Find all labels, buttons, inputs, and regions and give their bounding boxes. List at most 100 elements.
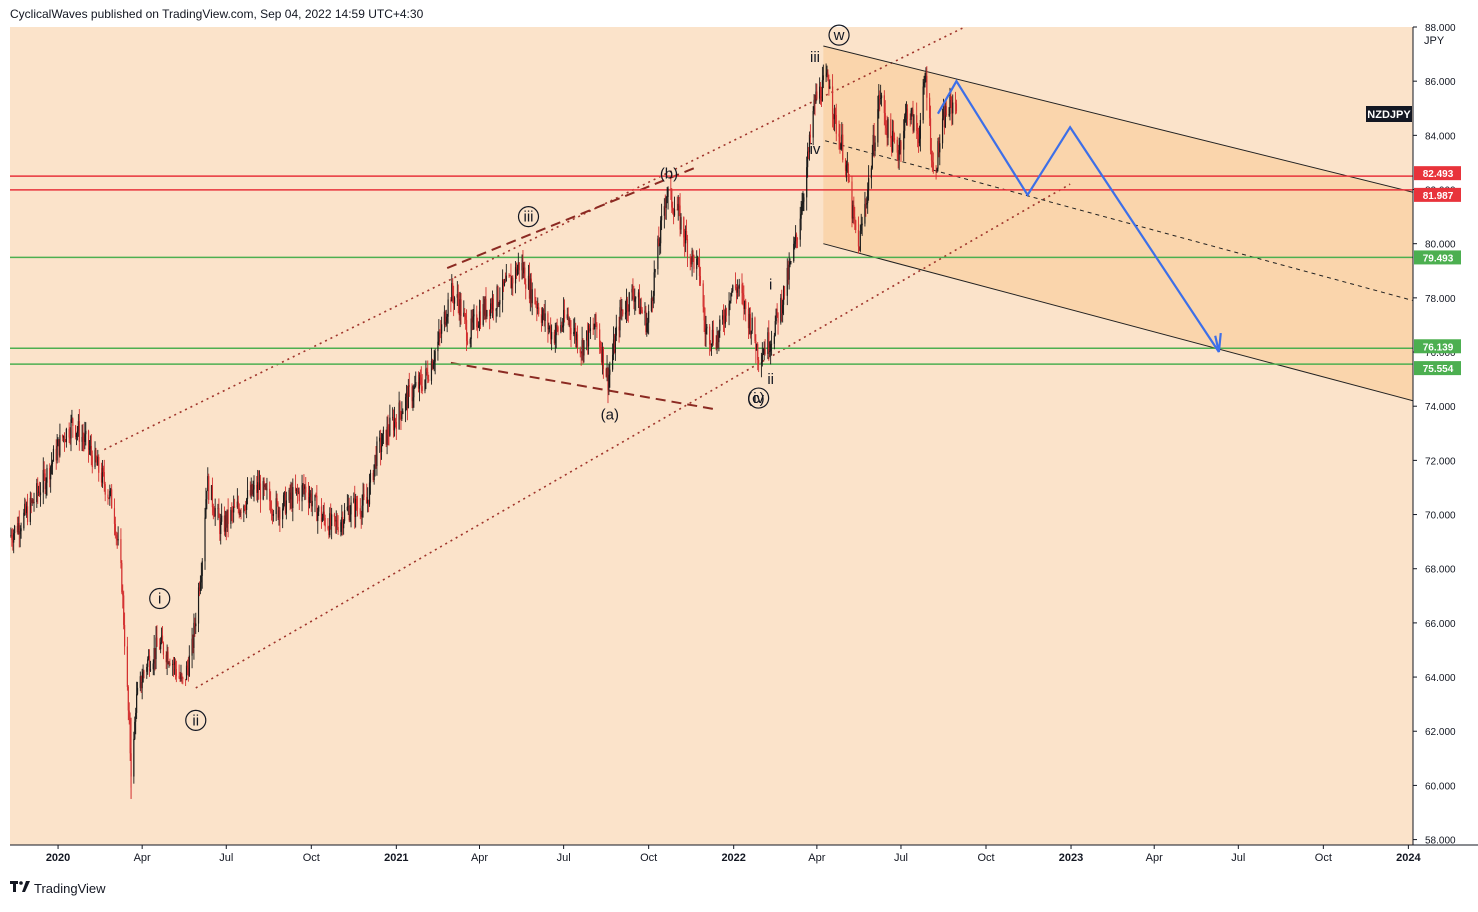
candle[interactable] [393,406,396,437]
candle[interactable] [210,485,213,501]
candle[interactable] [407,378,409,409]
candle[interactable] [854,206,856,230]
candle[interactable] [463,300,465,318]
candle[interactable] [518,262,520,282]
candle[interactable] [114,516,116,539]
candle[interactable] [82,423,84,452]
candle[interactable] [69,427,71,445]
candle[interactable] [309,490,311,504]
candle[interactable] [637,289,640,309]
candle[interactable] [660,203,663,231]
candle[interactable] [945,98,947,117]
candle[interactable] [38,481,41,497]
candle[interactable] [398,391,400,430]
candle[interactable] [446,313,448,333]
candle[interactable] [395,414,397,440]
candle[interactable] [679,193,681,237]
candle[interactable] [622,309,624,317]
candle[interactable] [205,487,207,519]
candle[interactable] [615,314,617,342]
candle[interactable] [684,228,686,257]
candle[interactable] [696,250,698,280]
candle[interactable] [479,300,482,330]
candle[interactable] [208,473,210,504]
candle[interactable] [671,188,673,213]
candle[interactable] [731,288,733,297]
candle[interactable] [90,434,92,466]
candle[interactable] [477,317,479,339]
candle[interactable] [770,340,772,365]
candle[interactable] [809,124,811,145]
candle[interactable] [37,477,39,504]
candle[interactable] [924,72,926,88]
candle[interactable] [699,266,702,287]
candle[interactable] [87,429,90,463]
candle[interactable] [84,421,86,450]
candle[interactable] [678,197,680,217]
candle[interactable] [49,463,51,488]
candle[interactable] [930,137,933,168]
candle[interactable] [160,627,163,645]
candle[interactable] [75,432,78,446]
candle[interactable] [379,430,381,453]
candle[interactable] [246,477,249,505]
candle[interactable] [659,237,661,256]
candle[interactable] [732,284,734,293]
candle[interactable] [29,491,31,526]
candle[interactable] [124,612,126,655]
candle[interactable] [847,162,849,184]
candle[interactable] [147,656,149,675]
candle[interactable] [282,503,284,529]
candle[interactable] [861,216,863,236]
candle[interactable] [844,158,847,178]
candle[interactable] [389,404,391,437]
candle[interactable] [782,299,784,323]
candle[interactable] [672,201,674,215]
candle[interactable] [510,263,512,289]
candle[interactable] [489,309,491,330]
candle[interactable] [561,321,563,333]
candle[interactable] [758,356,760,373]
candle[interactable] [173,657,176,675]
candle[interactable] [427,360,429,384]
candle[interactable] [270,500,273,521]
candle[interactable] [948,107,950,117]
candle[interactable] [900,139,902,163]
candle[interactable] [387,414,389,446]
candle[interactable] [575,331,578,348]
candle[interactable] [815,83,817,104]
candle[interactable] [466,332,469,346]
candle[interactable] [136,681,138,719]
candle[interactable] [806,156,808,211]
candle[interactable] [530,272,532,308]
candle[interactable] [491,290,494,319]
candle[interactable] [658,226,660,247]
candle[interactable] [264,483,266,490]
candle[interactable] [711,320,714,347]
candle[interactable] [509,274,511,277]
candle[interactable] [44,469,46,495]
candle[interactable] [634,288,636,315]
candle[interactable] [10,527,12,538]
candle[interactable] [288,487,290,503]
candle[interactable] [909,113,911,127]
candle[interactable] [680,213,682,235]
candle[interactable] [456,281,458,307]
candle[interactable] [465,309,468,352]
candle[interactable] [308,485,311,509]
candle[interactable] [24,497,26,516]
candle[interactable] [644,302,646,326]
candle[interactable] [243,504,245,523]
candle[interactable] [148,649,151,677]
projection-path[interactable] [936,79,1220,353]
candle[interactable] [359,498,361,520]
candle[interactable] [366,483,368,504]
candle[interactable] [905,101,908,126]
candle[interactable] [788,252,790,290]
candle[interactable] [142,664,144,683]
candle[interactable] [225,511,227,541]
candle[interactable] [620,296,622,320]
candle[interactable] [814,94,816,116]
candle[interactable] [710,343,713,356]
candle[interactable] [232,506,234,524]
